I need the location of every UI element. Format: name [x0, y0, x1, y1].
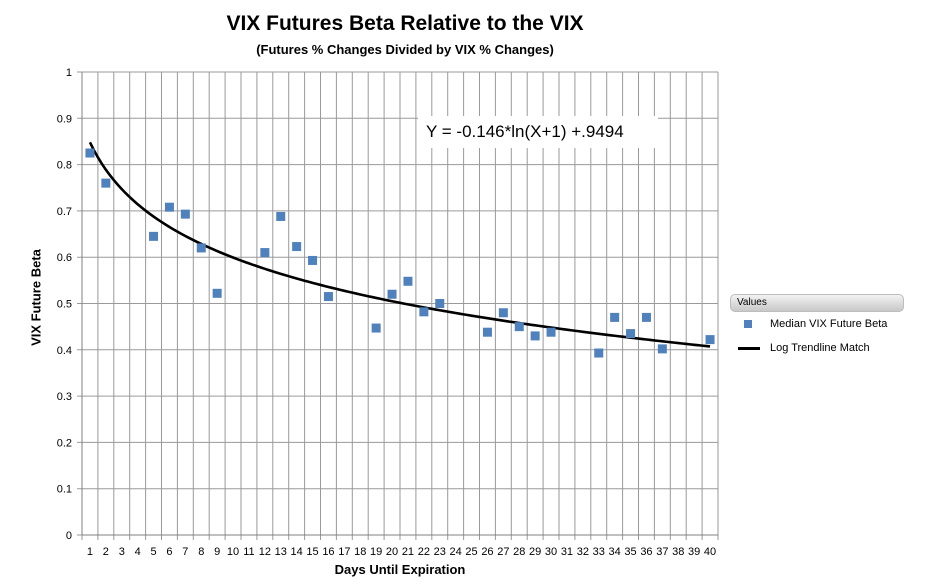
data-point — [705, 335, 715, 345]
data-point — [180, 209, 190, 219]
x-tick-label: 26 — [481, 546, 493, 558]
data-point — [530, 331, 540, 341]
x-tick-label: 35 — [624, 546, 636, 558]
x-tick-label: 25 — [465, 546, 477, 558]
axes — [81, 72, 718, 536]
legend-title: Values — [730, 294, 904, 312]
vertical-gridlines — [81, 72, 719, 540]
x-tick-label: 27 — [497, 546, 509, 558]
data-point — [482, 327, 492, 337]
legend-square-marker — [744, 320, 752, 328]
legend-line-marker — [738, 347, 760, 350]
x-tick-label: 38 — [672, 546, 684, 558]
data-point — [149, 231, 159, 241]
data-point — [323, 292, 333, 302]
x-tick-label: 36 — [640, 546, 652, 558]
x-tick-label: 24 — [450, 546, 462, 558]
trendline — [88, 141, 711, 348]
data-point — [641, 312, 651, 322]
x-tick-label: 12 — [259, 546, 271, 558]
x-tick-label: 5 — [150, 546, 156, 558]
data-point — [626, 329, 636, 339]
trendline-equation: Y = -0.146*ln(X+1) +.9494 — [418, 116, 658, 148]
x-tick-label: 34 — [609, 546, 621, 558]
x-tick-label: 8 — [198, 546, 204, 558]
data-point — [371, 323, 381, 333]
y-tick-label: 0.7 — [57, 206, 72, 218]
chart-subtitle: (Futures % Changes Divided by VIX % Chan… — [256, 42, 554, 57]
x-tick-label: 15 — [306, 546, 318, 558]
data-point — [387, 289, 397, 299]
x-tick-label: 19 — [370, 546, 382, 558]
legend-label-trendline: Log Trendline Match — [770, 342, 870, 354]
legend-label-scatter: Median VIX Future Beta — [770, 318, 888, 330]
x-tick-label: 17 — [338, 546, 350, 558]
data-point — [435, 299, 445, 308]
data-point — [403, 276, 413, 286]
data-point — [498, 308, 508, 318]
data-point — [101, 178, 111, 188]
x-tick-label: 22 — [418, 546, 430, 558]
y-tick-label: 0.6 — [57, 252, 72, 264]
data-point — [276, 211, 286, 221]
x-tick-label: 29 — [529, 546, 541, 558]
x-tick-label: 30 — [545, 546, 557, 558]
y-tick-label: 0.5 — [57, 299, 72, 311]
x-tick-label: 23 — [434, 546, 446, 558]
data-point — [610, 312, 620, 322]
y-tick-label: 0.9 — [57, 113, 72, 125]
x-tick-label: 13 — [275, 546, 287, 558]
data-point — [260, 248, 270, 258]
data-point — [546, 327, 556, 337]
data-point — [212, 288, 222, 298]
y-tick-label: 0.3 — [57, 391, 72, 403]
x-tick-label: 40 — [704, 546, 716, 558]
data-point — [85, 148, 95, 158]
data-point — [657, 344, 667, 354]
scatter-points — [85, 148, 715, 358]
x-tick-label: 32 — [577, 546, 589, 558]
x-tick-label: 2 — [103, 546, 109, 558]
x-tick-label: 11 — [243, 546, 254, 558]
y-tick-label: 0.8 — [57, 160, 72, 172]
x-tick-label: 4 — [135, 546, 141, 558]
y-axis-label: VIX Future Beta — [28, 249, 44, 346]
x-tick-labels: 1 2 3 4 5 6 7 8 9 10 11 12 13 14 15 16 17 18 19 20 21 22 23 24 2… — [87, 546, 716, 558]
data-point — [419, 307, 429, 317]
x-tick-label: 28 — [513, 546, 525, 558]
y-tick-labels: 0 0.1 0.2 0.3 0.4 0.5 0.6 0.7 0.8 0.9 1 — [57, 67, 72, 542]
y-tick-label: 0.2 — [57, 437, 72, 449]
x-tick-label: 39 — [688, 546, 700, 558]
x-tick-label: 37 — [656, 546, 668, 558]
x-tick-label: 21 — [402, 546, 414, 558]
data-point — [594, 348, 604, 358]
x-tick-label: 9 — [214, 546, 220, 558]
y-tick-label: 0.1 — [57, 484, 72, 496]
data-point — [308, 255, 318, 265]
x-tick-label: 31 — [561, 546, 573, 558]
x-tick-label: 16 — [322, 546, 334, 558]
data-point — [514, 322, 524, 332]
x-tick-label: 18 — [354, 546, 366, 558]
data-point — [292, 242, 302, 252]
y-tick-label: 0 — [66, 530, 72, 542]
data-point — [196, 243, 206, 253]
chart-title: VIX Futures Beta Relative to the VIX — [226, 12, 584, 35]
x-tick-label: 20 — [386, 546, 398, 558]
x-tick-label: 33 — [593, 546, 605, 558]
x-tick-label: 7 — [182, 546, 188, 558]
x-axis-label: Days Until Expiration — [334, 562, 466, 577]
y-tick-label: 0.4 — [57, 345, 72, 357]
y-tick-label: 1 — [66, 67, 72, 79]
x-tick-label: 14 — [291, 546, 303, 558]
x-tick-label: 1 — [87, 546, 93, 558]
x-tick-label: 10 — [227, 546, 239, 558]
x-tick-label: 6 — [166, 546, 172, 558]
legend: Values Median VIX Future Beta Log Trendl… — [730, 294, 904, 364]
data-point — [164, 202, 174, 212]
x-tick-label: 3 — [119, 546, 125, 558]
